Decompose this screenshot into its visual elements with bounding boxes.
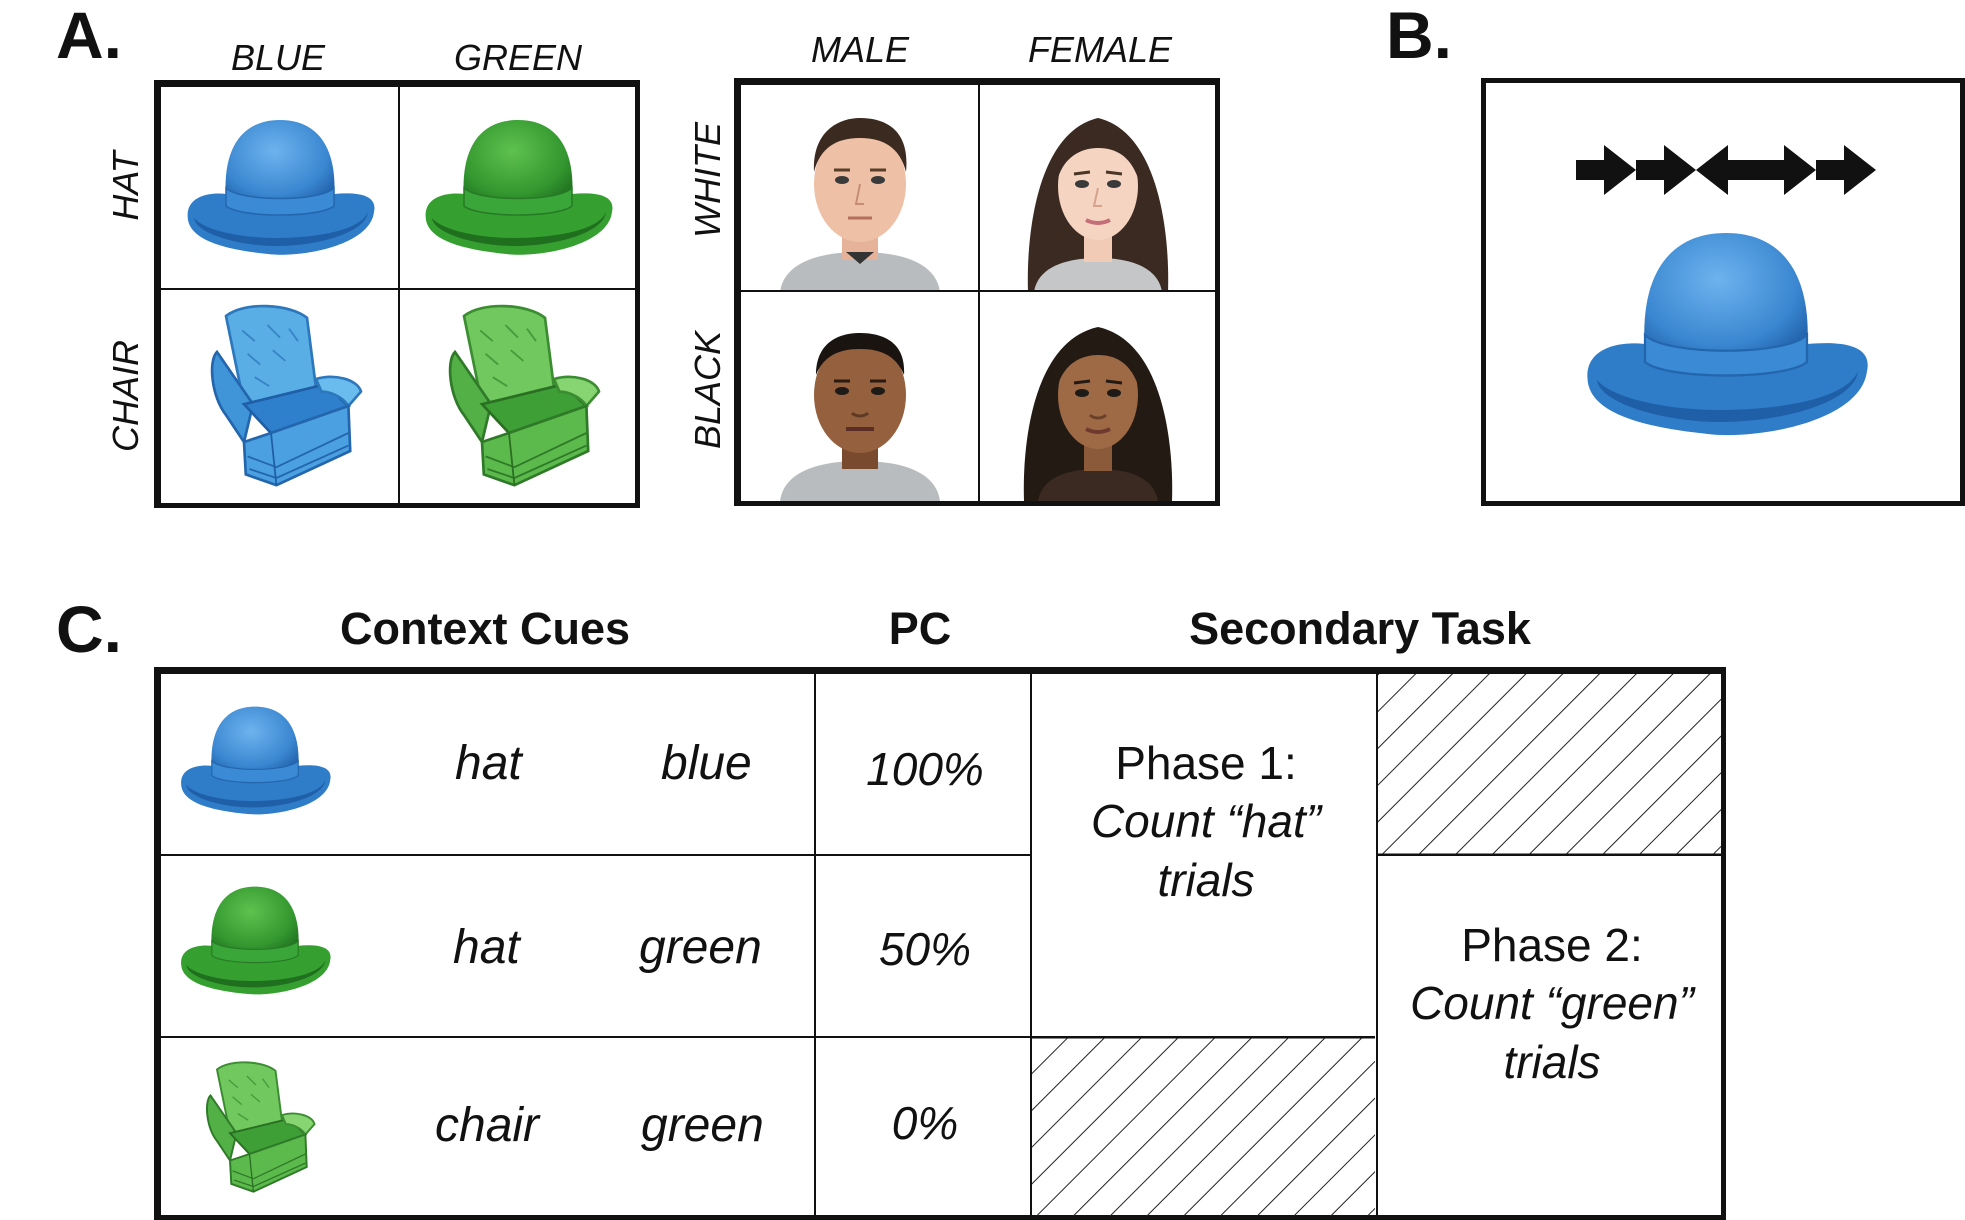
header-pc: PC: [888, 603, 952, 654]
trial-display: [1481, 78, 1965, 506]
phase-2-column: Phase 2: Count “green” trials: [1376, 672, 1724, 1218]
phase-2-title: Phase 2:: [1461, 919, 1643, 971]
phase-1-title: Phase 1:: [1115, 737, 1297, 789]
row-label-white: WHITE: [687, 122, 728, 238]
blue-hat-icon: [180, 108, 380, 268]
cell-white-male: [739, 83, 980, 292]
column-label-green: GREEN: [453, 37, 583, 78]
white-female-face-icon: [998, 92, 1198, 292]
pc-cell: 0%: [814, 1036, 1032, 1218]
faces-grid: [734, 78, 1220, 506]
objects-grid: [154, 80, 640, 508]
cell-white-female: [978, 83, 1218, 292]
phase-1-task-suffix: trials: [1157, 853, 1255, 906]
row-label-chair: CHAIR: [105, 340, 146, 453]
arrow-right-icon: [1816, 145, 1876, 195]
blue-hat-icon: [1576, 215, 1876, 455]
panel-a-label: A.: [56, 0, 122, 72]
cue-color: green: [639, 921, 762, 974]
hatched-region: [1378, 674, 1721, 856]
black-female-face-icon: [998, 301, 1198, 501]
panel-b-label: B.: [1386, 0, 1452, 72]
table-row: hat green: [159, 854, 816, 1038]
white-male-face-icon: [760, 92, 960, 292]
phase-1-text: Phase 1: Count “hat” trials: [1032, 734, 1380, 909]
phase-2-task: Count “green”: [1410, 977, 1694, 1030]
cue-color: green: [641, 1099, 764, 1152]
phase-2-task-suffix: trials: [1503, 1035, 1601, 1088]
phase-1-task: Count “hat”: [1090, 795, 1322, 848]
row-label-hat: HAT: [105, 151, 146, 221]
green-chair-icon: [191, 1048, 321, 1208]
phase-1-column: Phase 1: Count “hat” trials: [1030, 672, 1378, 1218]
pc-value: 100%: [866, 743, 984, 795]
column-label-female: FEMALE: [1027, 29, 1173, 70]
table-row: chair green: [159, 1036, 816, 1218]
black-male-face-icon: [760, 301, 960, 501]
pc-value: 50%: [878, 923, 972, 975]
pc-cell: 50%: [814, 854, 1032, 1038]
cell-blue-chair: [159, 288, 400, 506]
green-hat-icon: [175, 876, 335, 1006]
hatched-region: [1032, 1036, 1375, 1216]
arrow-right-icon: [1756, 145, 1816, 195]
arrow-right-icon: [1636, 145, 1696, 195]
arrow-left-icon: [1696, 145, 1756, 195]
blue-chair-icon: [190, 297, 370, 497]
cue-object: hat: [453, 921, 520, 974]
arrow-right-icon: [1576, 145, 1636, 195]
header-secondary-task: Secondary Task: [1189, 603, 1531, 654]
panel-c-label: C.: [56, 592, 122, 666]
row-label-black: BLACK: [687, 330, 728, 450]
cell-black-female: [978, 290, 1218, 504]
cell-green-hat: [398, 85, 638, 290]
column-label-blue: BLUE: [230, 37, 326, 78]
cell-black-male: [739, 290, 980, 504]
cell-blue-hat: [159, 85, 400, 290]
pc-value: 0%: [891, 1097, 959, 1149]
design-table: hat blue 100% hat green 50% chair green …: [154, 667, 1726, 1220]
green-hat-icon: [418, 108, 618, 268]
header-context-cues: Context Cues: [339, 603, 631, 654]
cell-green-chair: [398, 288, 638, 506]
cue-color: blue: [661, 737, 752, 790]
blue-hat-icon: [175, 696, 335, 826]
phase-2-text: Phase 2: Count “green” trials: [1378, 916, 1726, 1091]
pc-cell: 100%: [814, 672, 1032, 856]
flanker-arrows: [1576, 145, 1876, 205]
table-row: hat blue: [159, 672, 816, 856]
green-chair-icon: [428, 297, 608, 497]
cue-object: hat: [455, 737, 522, 790]
column-label-male: MALE: [810, 29, 910, 70]
cue-object: chair: [435, 1099, 540, 1152]
